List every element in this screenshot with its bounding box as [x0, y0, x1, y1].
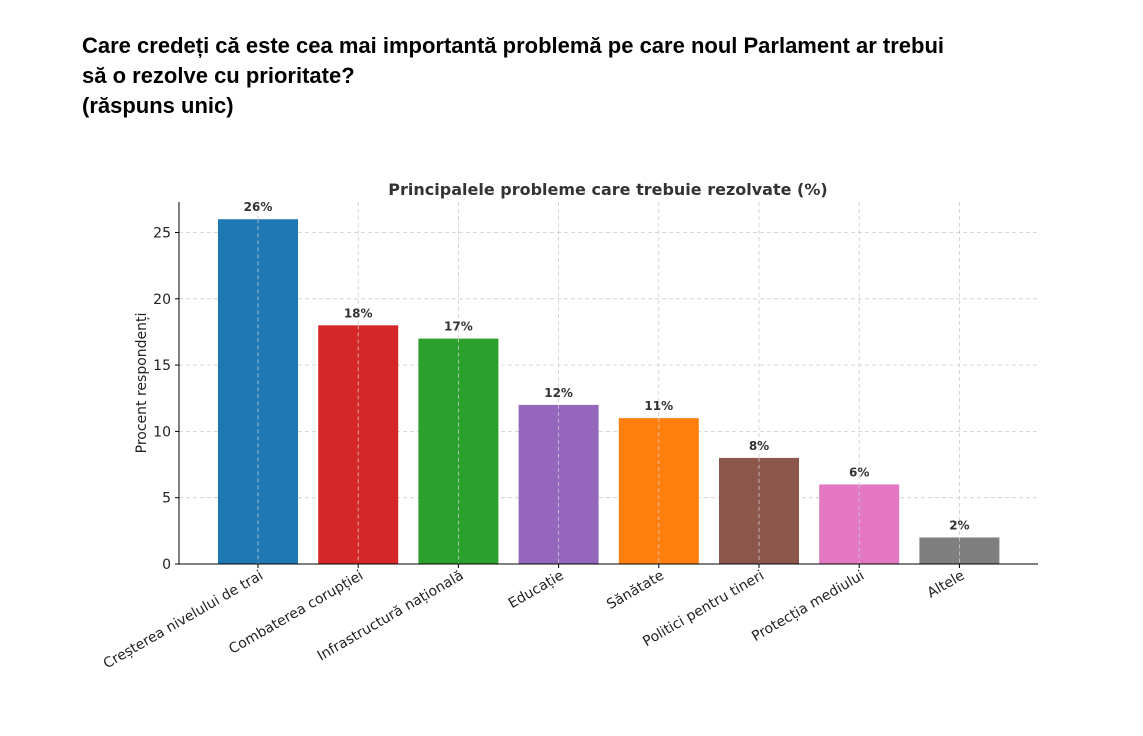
bar-data-label: 26%	[244, 200, 273, 214]
bar	[819, 484, 900, 564]
bar-data-label: 11%	[644, 399, 673, 413]
labels-layer: 26% 18% 17% 12% 11% 8% 6% 2%	[244, 200, 970, 564]
y-tick-label: 0	[162, 557, 171, 573]
y-tick-label: 25	[153, 225, 171, 241]
y-tick-label: 5	[162, 491, 171, 507]
bar-data-label: 18%	[344, 306, 373, 320]
chart-title: Principalele probleme care trebuie rezol…	[388, 180, 827, 199]
question-line-2: să o rezolve cu prioritate?	[82, 63, 355, 88]
x-tick-label: Creșterea nivelului de trai	[101, 568, 266, 673]
question-line-1: Care credeți că este cea mai importantă …	[82, 33, 944, 58]
bars-layer	[218, 219, 1000, 564]
y-axis-label: Procent respondenți	[134, 313, 150, 454]
bar-data-label: 12%	[544, 386, 573, 400]
bar-data-label: 2%	[949, 518, 969, 532]
grid-layer	[179, 202, 1038, 564]
question-heading: Care credeți că este cea mai importantă …	[82, 31, 1082, 121]
question-line-3: (răspuns unic)	[82, 93, 234, 118]
x-tick-label: Altele	[925, 568, 968, 602]
y-tick-label: 20	[153, 292, 171, 308]
y-tick-label: 15	[153, 358, 171, 374]
bar-data-label: 17%	[444, 320, 473, 334]
y-tick-label: 10	[153, 424, 171, 440]
x-tick-label: Educație	[506, 568, 567, 612]
x-tick-label: Protecția mediului	[749, 568, 867, 645]
bar-data-label: 8%	[749, 439, 769, 453]
x-tick-label: Sănătate	[604, 568, 667, 613]
bar-data-label: 6%	[849, 465, 869, 479]
